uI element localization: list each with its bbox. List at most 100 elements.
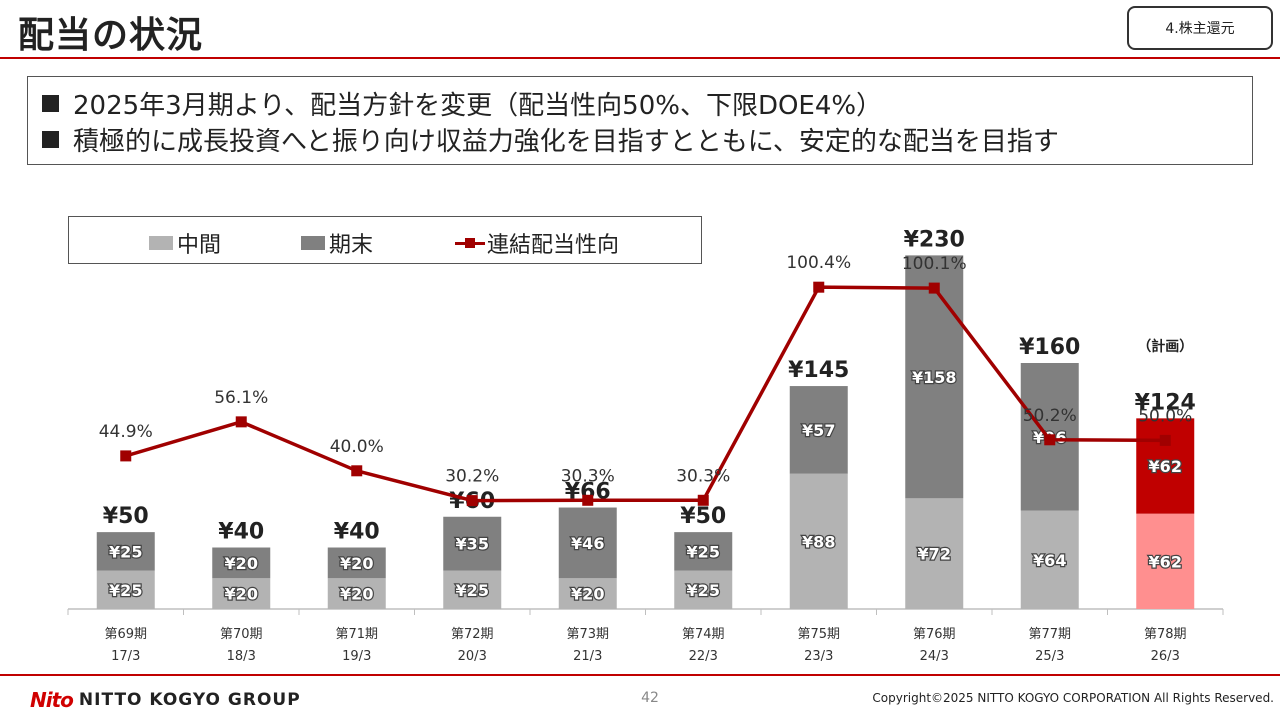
x-tick-label: 第75期 [797,627,840,642]
bar-year-end [674,532,733,571]
summary-item: 積極的に成長投資へと振り向け収益力強化を目指すとともに、安定的な配当を目指す [42,121,1252,157]
data-label-year-end: ¥158 [912,368,957,387]
x-tick-label: 第70期 [220,627,263,642]
bar-year-end [905,255,964,499]
payout-ratio-label: 30.2% [445,467,499,487]
copyright: Copyright©2025 NITTO KOGYO CORPORATION A… [872,691,1274,705]
payout-ratio-marker [351,465,363,477]
data-label-interim: ¥25 [109,581,142,600]
bar-interim [327,578,386,609]
x-tick-label-year: 18/3 [227,649,256,664]
payout-ratio-marker [1159,434,1171,446]
payout-ratio-label: 30.3% [676,466,730,486]
payout-ratio-marker [697,494,709,506]
data-label-interim: ¥20 [340,585,373,604]
legend-swatch-interim [149,236,173,250]
data-label-year-end: ¥62 [1149,457,1182,476]
payout-ratio-label: 50.0% [1138,406,1192,426]
data-label-interim: ¥25 [687,581,720,600]
plan-label: （計画） [1137,338,1193,355]
bar-interim [558,578,617,609]
x-tick-label-year: 24/3 [920,649,949,664]
x-tick-label: 第69期 [104,627,147,642]
data-label-total: ¥50 [103,504,149,529]
page-number: 42 [641,690,659,706]
summary-text: 積極的に成長投資へと振り向け収益力強化を目指すとともに、安定的な配当を目指す [73,126,1059,157]
bar-interim [905,498,964,609]
data-label-interim: ¥64 [1033,551,1066,570]
bar-year-end [96,532,155,571]
data-label-year-end: ¥35 [456,535,489,554]
x-tick-label-year: 26/3 [1151,649,1180,664]
data-label-year-end: ¥20 [340,554,373,573]
bar-interim [96,570,155,609]
data-label-total: ¥230 [904,227,965,252]
legend-item-payout: 連結配当性向 [455,227,619,259]
company-logo: Nito NITTO KOGYO GROUP [30,688,301,712]
summary-text: 2025年3月期より、配当方針を変更（配当性向50%、下限DOE4%） [73,90,883,121]
summary-item: 2025年3月期より、配当方針を変更（配当性向50%、下限DOE4%） [42,85,1252,121]
x-tick-label: 第74期 [682,627,725,642]
legend-label-payout: 連結配当性向 [487,233,620,258]
data-label-total: ¥50 [680,504,726,529]
data-label-total: ¥40 [218,520,264,545]
payout-ratio-label: 30.3% [561,466,615,486]
page-title: 配当の状況 [18,15,204,56]
logo-mark: Nito [30,688,74,712]
chart-legend: 中間 期末 連結配当性向 [68,216,702,264]
data-label-interim: ¥72 [918,545,951,564]
logo-text: NITTO KOGYO GROUP [78,690,301,710]
data-label-interim: ¥62 [1149,552,1182,571]
x-tick-label-year: 22/3 [689,649,718,664]
data-label-total: ¥124 [1135,390,1196,415]
payout-ratio-marker [1044,434,1056,446]
data-label-interim: ¥25 [456,581,489,600]
title-divider [0,57,1280,59]
legend-line-marker-icon [455,236,485,250]
payout-ratio-label: 44.9% [99,422,153,442]
x-tick-label: 第73期 [566,627,609,642]
bar-year-end [558,507,617,579]
bar-interim [443,570,502,609]
payout-ratio-label: 40.0% [330,437,384,457]
payout-ratio-label: 56.1% [214,388,268,408]
x-tick-label-year: 25/3 [1035,649,1064,664]
x-tick-label: 第71期 [335,627,378,642]
bar-year-end [212,547,271,579]
bar-interim [1020,510,1079,609]
data-label-total: ¥40 [334,520,380,545]
payout-ratio-marker [466,495,478,507]
legend-item-interim: 中間 [149,227,221,259]
x-tick-label-year: 19/3 [342,649,371,664]
data-label-year-end: ¥25 [687,542,720,561]
data-label-year-end: ¥57 [802,421,835,440]
bar-interim [789,473,848,609]
bar-interim [674,570,733,609]
x-tick-label-year: 20/3 [458,649,487,664]
payout-ratio-marker [813,281,825,293]
bullet-square-icon [42,130,59,148]
data-label-interim: ¥88 [802,532,835,551]
x-tick-label: 第77期 [1028,627,1071,642]
section-tag: 4.株主還元 [1127,6,1273,50]
data-label-year-end: ¥46 [571,534,604,553]
data-label-interim: ¥20 [571,585,604,604]
x-tick-label-year: 21/3 [573,649,602,664]
x-tick-label: 第72期 [451,627,494,642]
payout-ratio-marker [235,416,247,428]
bar-interim [212,578,271,609]
payout-ratio-label: 100.1% [902,254,967,274]
x-tick-label: 第76期 [913,627,956,642]
legend-label-interim: 中間 [177,233,222,258]
data-label-interim: ¥20 [225,585,258,604]
payout-ratio-line [125,285,1166,503]
bar-interim [1136,513,1195,609]
payout-ratio-marker [928,282,940,294]
payout-ratio-marker [582,494,594,506]
x-tick-label: 第78期 [1144,627,1187,642]
payout-ratio-label: 50.2% [1023,406,1077,426]
payout-ratio-label: 100.4% [786,253,851,273]
data-label-total: ¥145 [788,358,849,383]
bar-year-end [327,547,386,579]
